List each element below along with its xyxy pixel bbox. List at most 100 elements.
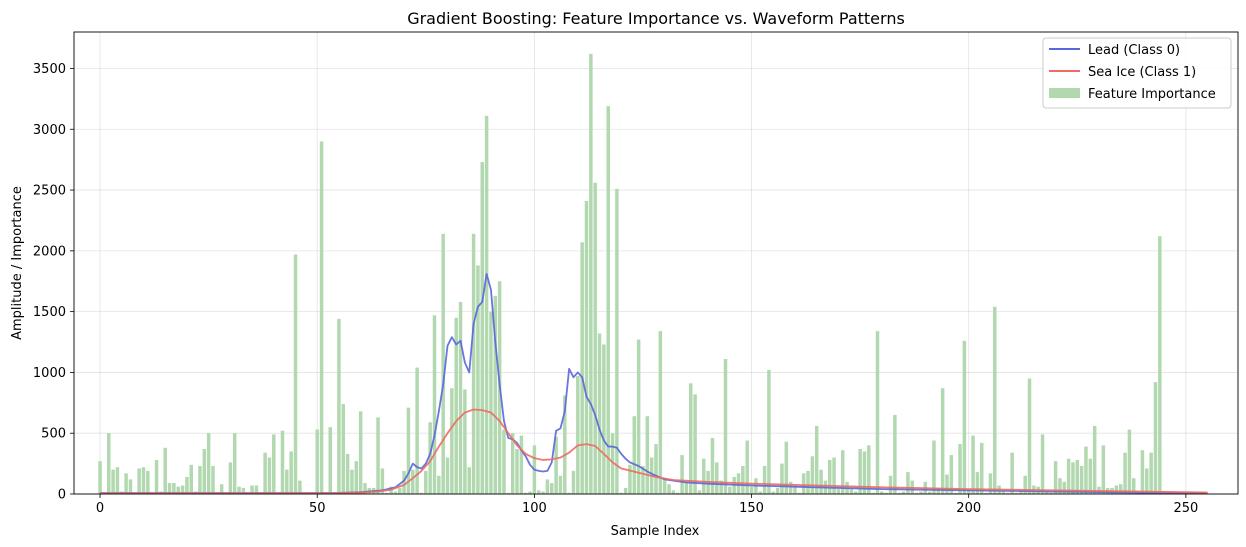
importance-bar bbox=[1079, 466, 1084, 494]
importance-bar bbox=[836, 489, 841, 494]
importance-bar bbox=[393, 491, 398, 494]
importance-bar bbox=[602, 344, 606, 494]
importance-bar bbox=[767, 369, 771, 494]
importance-bar bbox=[1010, 452, 1014, 494]
importance-bar bbox=[280, 430, 285, 494]
importance-bar bbox=[632, 416, 637, 494]
y-tick-label: 3500 bbox=[33, 62, 66, 77]
importance-bar bbox=[819, 469, 823, 494]
importance-bar bbox=[775, 487, 780, 494]
importance-bar bbox=[919, 491, 923, 494]
importance-bar bbox=[98, 461, 102, 494]
importance-bar bbox=[1127, 429, 1132, 494]
y-axis-label: Amplitude / Importance bbox=[10, 186, 25, 340]
importance-bar bbox=[1118, 484, 1123, 494]
importance-bar bbox=[450, 388, 454, 494]
importance-bar bbox=[993, 306, 997, 494]
importance-bar bbox=[780, 463, 784, 494]
importance-bar bbox=[771, 491, 776, 494]
importance-bar bbox=[1145, 468, 1149, 494]
importance-bar bbox=[858, 449, 862, 494]
importance-bar bbox=[358, 411, 363, 494]
importance-bar bbox=[411, 469, 415, 494]
importance-bar bbox=[176, 486, 180, 494]
importance-bar bbox=[1062, 481, 1067, 494]
importance-bar bbox=[762, 466, 767, 494]
importance-bar bbox=[154, 459, 159, 494]
importance-bar bbox=[758, 491, 762, 494]
importance-bar bbox=[984, 492, 988, 494]
importance-bar bbox=[454, 317, 458, 494]
importance-bar bbox=[107, 433, 111, 494]
importance-bar bbox=[576, 376, 580, 494]
importance-bar bbox=[849, 489, 854, 494]
importance-bar bbox=[493, 295, 498, 494]
importance-bar bbox=[610, 433, 615, 494]
importance-bar bbox=[749, 486, 754, 494]
importance-bar bbox=[953, 492, 958, 494]
importance-bar bbox=[893, 414, 897, 494]
importance-bar bbox=[202, 449, 207, 494]
importance-bar bbox=[167, 483, 172, 494]
importance-bar bbox=[814, 425, 819, 494]
importance-bar bbox=[589, 53, 593, 494]
importance-bar bbox=[463, 389, 467, 494]
importance-bar bbox=[710, 438, 715, 494]
importance-bar bbox=[141, 467, 146, 494]
x-ticks: 0 50 100 150 200 250 bbox=[96, 494, 1198, 516]
importance-bar bbox=[880, 491, 884, 494]
sea-ice-line bbox=[100, 408, 1208, 495]
importance-bar bbox=[341, 404, 346, 494]
importance-bar bbox=[254, 485, 259, 494]
importance-bar bbox=[810, 456, 815, 494]
importance-bar bbox=[897, 492, 901, 494]
importance-bar bbox=[1101, 445, 1106, 494]
importance-bar bbox=[945, 474, 949, 494]
importance-bar bbox=[684, 483, 689, 494]
importance-bar bbox=[146, 470, 150, 494]
importance-bar bbox=[172, 483, 176, 494]
importance-bar bbox=[1040, 434, 1045, 494]
importance-bar bbox=[467, 467, 471, 494]
x-tick-label: 200 bbox=[956, 501, 981, 516]
importance-bar bbox=[927, 491, 932, 494]
lead-line bbox=[100, 273, 1208, 494]
importance-bar bbox=[1123, 452, 1127, 494]
importance-bar bbox=[1019, 490, 1023, 494]
importance-bar bbox=[424, 470, 428, 494]
importance-bar bbox=[827, 459, 832, 494]
importance-bar bbox=[615, 188, 619, 494]
y-tick-label: 3000 bbox=[33, 123, 66, 138]
importance-bar bbox=[567, 492, 571, 494]
importance-bar bbox=[354, 461, 359, 494]
importance-bar bbox=[936, 487, 941, 494]
importance-bar bbox=[1045, 491, 1049, 494]
importance-bar bbox=[597, 333, 602, 494]
importance-bar bbox=[888, 475, 893, 494]
importance-bar bbox=[1158, 236, 1162, 494]
importance-bar bbox=[241, 487, 246, 494]
importance-bar bbox=[272, 434, 276, 494]
importance-bar bbox=[619, 492, 623, 494]
importance-bar bbox=[350, 469, 354, 494]
importance-bar bbox=[658, 331, 663, 494]
importance-bar bbox=[584, 200, 589, 494]
importance-bar bbox=[580, 242, 584, 494]
importance-bar bbox=[263, 452, 267, 494]
importance-bar bbox=[563, 395, 567, 494]
importance-bar bbox=[558, 475, 563, 494]
y-tick-label: 0 bbox=[58, 488, 66, 503]
importance-bar bbox=[1001, 491, 1006, 494]
importance-bar bbox=[932, 440, 936, 494]
importance-bar bbox=[593, 182, 597, 495]
importance-bar bbox=[1084, 446, 1088, 494]
importance-bar bbox=[680, 455, 684, 494]
importance-bar bbox=[437, 475, 441, 494]
importance-bar bbox=[111, 469, 115, 494]
importance-bar bbox=[1153, 382, 1158, 494]
importance-bar bbox=[1075, 459, 1080, 494]
importance-bar bbox=[185, 476, 189, 494]
importance-bar bbox=[797, 492, 802, 494]
importance-bar bbox=[480, 162, 485, 494]
importance-bar bbox=[293, 254, 298, 494]
